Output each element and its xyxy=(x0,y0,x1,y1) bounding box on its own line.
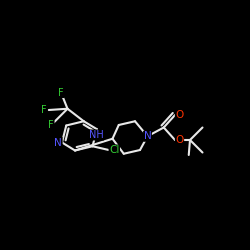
Text: F: F xyxy=(48,120,54,130)
Text: N: N xyxy=(54,138,62,147)
Text: NH: NH xyxy=(89,130,104,140)
Text: O: O xyxy=(176,110,184,120)
Text: F: F xyxy=(58,88,64,98)
Text: N: N xyxy=(144,131,152,141)
Text: O: O xyxy=(176,135,184,145)
Text: Cl: Cl xyxy=(109,145,120,155)
Text: F: F xyxy=(42,105,47,115)
